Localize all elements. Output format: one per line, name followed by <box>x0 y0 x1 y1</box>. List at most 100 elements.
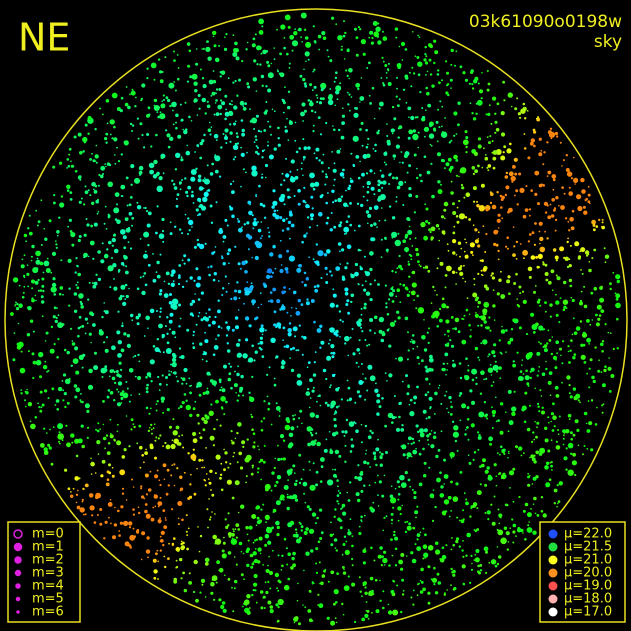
star <box>175 204 179 208</box>
star <box>479 207 484 211</box>
star <box>524 502 529 507</box>
star <box>215 338 217 340</box>
star <box>383 474 386 477</box>
star <box>263 149 266 151</box>
star <box>370 224 373 227</box>
star <box>511 518 514 521</box>
star <box>173 50 175 53</box>
star <box>87 384 94 390</box>
star <box>333 424 337 428</box>
star <box>487 518 490 521</box>
star <box>208 478 210 480</box>
star <box>252 221 258 227</box>
star <box>187 64 191 68</box>
star <box>67 164 71 168</box>
star <box>154 439 157 442</box>
star <box>563 432 566 434</box>
star <box>586 429 591 433</box>
star <box>378 405 382 409</box>
star <box>330 400 336 406</box>
star <box>302 174 304 177</box>
star <box>22 291 25 294</box>
star <box>386 123 388 125</box>
star <box>20 392 23 395</box>
star <box>203 350 205 353</box>
star <box>533 243 537 246</box>
star <box>505 329 508 332</box>
star <box>255 524 258 526</box>
star <box>538 410 541 413</box>
star <box>298 27 302 32</box>
star <box>192 431 197 437</box>
star <box>319 480 323 483</box>
star <box>477 82 480 85</box>
star <box>411 437 415 441</box>
star <box>177 523 180 526</box>
star <box>217 280 220 282</box>
star <box>461 403 467 409</box>
star <box>249 285 254 289</box>
star <box>109 119 115 125</box>
star <box>547 329 550 332</box>
star <box>336 304 339 308</box>
star <box>144 451 149 455</box>
star <box>499 377 502 379</box>
star <box>84 123 88 127</box>
star <box>450 548 453 551</box>
star <box>58 292 62 296</box>
star <box>416 356 420 360</box>
star <box>192 448 195 451</box>
star <box>445 390 448 393</box>
star <box>121 487 125 490</box>
star <box>107 181 113 188</box>
star <box>440 131 448 138</box>
star <box>287 195 291 199</box>
star <box>461 564 466 569</box>
star <box>474 169 478 174</box>
star <box>179 356 182 359</box>
star <box>129 122 133 126</box>
star <box>422 447 425 451</box>
star <box>503 526 508 530</box>
star <box>87 132 90 135</box>
star <box>373 455 377 458</box>
star <box>484 154 487 156</box>
star <box>556 484 559 487</box>
star <box>227 77 230 80</box>
star <box>600 342 604 347</box>
star <box>177 517 180 520</box>
star <box>319 537 323 540</box>
star <box>447 495 452 500</box>
star <box>68 377 71 380</box>
star <box>486 166 489 169</box>
star <box>116 203 118 206</box>
star <box>539 447 546 454</box>
star <box>581 189 586 194</box>
star <box>139 276 142 279</box>
star <box>319 582 321 585</box>
star <box>515 535 517 537</box>
star <box>543 344 548 348</box>
star <box>194 400 197 403</box>
star <box>469 581 472 585</box>
star <box>479 564 483 567</box>
star <box>265 85 268 88</box>
star <box>225 461 228 464</box>
star <box>232 530 235 533</box>
star <box>538 366 541 368</box>
star <box>51 251 57 256</box>
star <box>74 395 78 399</box>
star <box>342 34 346 38</box>
star <box>136 117 139 120</box>
star <box>561 186 564 189</box>
star <box>454 327 458 331</box>
star <box>516 97 519 100</box>
star <box>146 210 149 213</box>
star <box>455 174 458 177</box>
star <box>181 259 184 262</box>
star <box>308 256 310 259</box>
star <box>452 588 456 591</box>
star <box>145 549 151 554</box>
star <box>258 184 261 188</box>
star <box>616 317 619 321</box>
